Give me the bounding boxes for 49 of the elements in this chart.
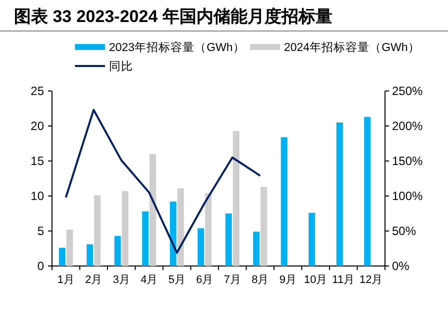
- y-tick-label: 0: [37, 259, 44, 273]
- x-tick-label: 12月: [360, 274, 383, 286]
- y2-tick-label: 200%: [392, 119, 424, 133]
- line-series: [64, 108, 262, 254]
- y2-tick-label: 0%: [392, 259, 410, 273]
- bar: [280, 137, 288, 266]
- legend-label: 2023年招标容量（GWh）: [109, 40, 245, 54]
- bar: [308, 212, 316, 266]
- x-tick-label: 9月: [279, 274, 296, 286]
- bar: [66, 230, 73, 266]
- y-tick-label: 10: [30, 189, 44, 203]
- bar: [336, 122, 343, 266]
- bar: [177, 188, 184, 266]
- bar: [86, 244, 94, 266]
- x-tick-label: 3月: [112, 274, 130, 286]
- x-tick-label: 8月: [252, 274, 269, 286]
- y-tick-label: 25: [30, 84, 44, 98]
- x-tick-label: 6月: [196, 274, 214, 286]
- title: 图表 33 2023-2024 年国内储能月度招标量: [14, 7, 332, 26]
- y2-tick-label: 50%: [392, 224, 416, 238]
- bar: [170, 202, 176, 266]
- bar: [142, 211, 149, 266]
- bar: [150, 154, 156, 266]
- bar: [114, 236, 121, 266]
- x-tick-label: 4月: [140, 274, 158, 286]
- x-tick-label: 5月: [168, 274, 186, 286]
- x-tick-label: 10月: [304, 274, 328, 286]
- x-tick-label: 2月: [85, 274, 102, 286]
- x-tick-label: 1月: [57, 274, 74, 286]
- bar: [232, 130, 240, 266]
- legend-label: 同比: [109, 60, 133, 73]
- legend-label: 2024年招标容量（GWh）: [284, 40, 420, 54]
- y2-tick-label: 150%: [392, 154, 424, 168]
- y-tick-label: 15: [30, 154, 44, 168]
- x-tick-label: 7月: [224, 274, 241, 286]
- y-tick-label: 5: [37, 224, 44, 238]
- bar: [253, 232, 260, 266]
- bar: [364, 116, 371, 266]
- bar: [260, 186, 268, 266]
- y2-tick-label: 100%: [392, 189, 424, 203]
- x-tick-label: 11月: [332, 274, 355, 286]
- bar: [198, 228, 204, 266]
- y-tick-label: 20: [30, 119, 44, 133]
- bar: [225, 214, 232, 266]
- bar: [58, 248, 66, 266]
- y2-tick-label: 250%: [392, 84, 424, 98]
- bar: [205, 193, 212, 266]
- bar: [122, 191, 128, 266]
- bar: [94, 195, 101, 266]
